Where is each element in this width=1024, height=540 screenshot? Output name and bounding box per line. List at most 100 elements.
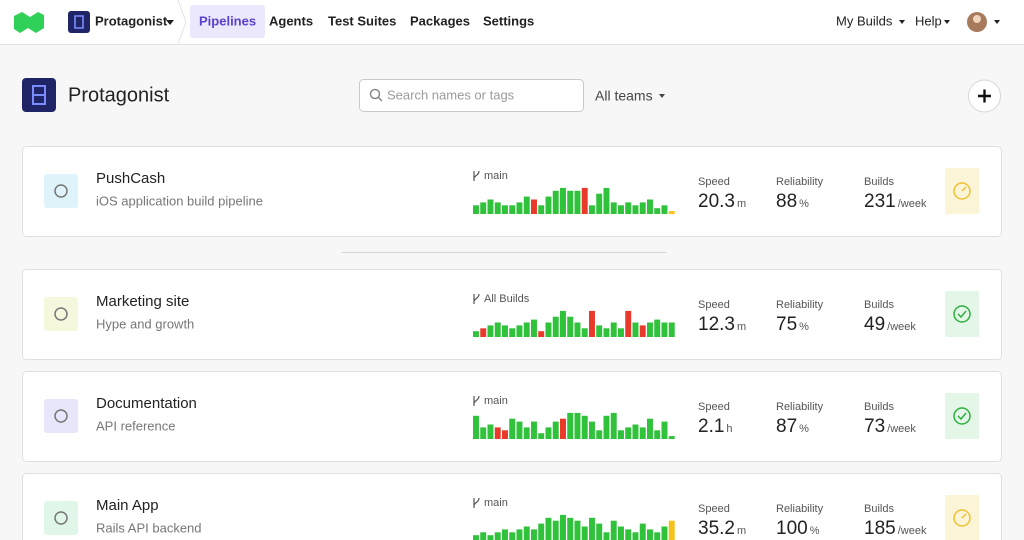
build-bar [545,517,552,540]
caret [899,20,905,24]
build-bar [632,322,639,337]
build-bar [545,322,552,337]
branch-icon [473,170,480,181]
build-bar [502,529,508,540]
build-bar [552,316,559,337]
stat-unit: h [726,423,732,435]
card [22,371,1002,462]
build-bar [639,523,646,540]
caret [944,20,950,24]
stat-unit: m [737,321,746,333]
nav-item[interactable]: Settings [483,13,534,28]
org-name[interactable]: Protagonist [95,13,168,28]
team-filter[interactable]: All teams [595,88,653,104]
build-bar [596,193,603,214]
search-box[interactable] [359,79,584,112]
page-title: Protagonist [68,84,170,106]
pipeline-name[interactable]: Marketing site [96,293,189,310]
stat-label: Reliability [776,299,824,311]
pipeline-description: Hype and growth [96,316,194,331]
pipeline-name[interactable]: Documentation [96,395,197,412]
caret [659,94,665,98]
status-glyph [961,186,967,192]
build-bar [538,433,545,439]
pipeline-name[interactable]: PushCash [96,170,165,187]
nav-item[interactable]: Agents [269,13,313,28]
build-bar [545,196,552,214]
build-bar [668,322,675,337]
build-bar [632,532,639,540]
build-bar [567,190,574,214]
pipeline-name[interactable]: Main App [96,497,159,514]
build-bar [603,187,610,214]
build-bar [560,187,566,214]
stat-value: 20.3 [698,191,735,212]
stat-label: Speed [698,401,730,413]
build-bar [596,325,603,337]
build-bar [661,421,668,439]
build-bar [639,202,646,214]
build-bar [567,517,574,540]
pipeline-card[interactable]: PushCash iOS application build pipeline ma… [22,146,1002,237]
pipeline-card[interactable]: Documentation API reference main Speed 2.1 h R… [22,371,1002,462]
build-bar [487,325,494,337]
nav-item[interactable]: Test Suites [328,13,396,28]
build-bar [610,412,617,439]
nav-right-item[interactable]: My Builds [836,13,893,28]
build-bar [639,325,646,337]
nav-item[interactable]: Pipelines [199,13,256,28]
caret [166,20,174,25]
logo[interactable] [14,12,44,33]
build-bar [639,427,646,439]
nav-item[interactable]: Packages [410,13,470,28]
build-bar [625,202,632,214]
build-bar [618,526,624,540]
build-bar [480,532,487,540]
build-bar [523,196,530,214]
build-bar [625,310,632,337]
build-bar [596,523,603,540]
stat-value: 87 [776,416,797,437]
build-bar [538,523,545,540]
status-badge[interactable] [945,291,979,337]
build-bar [509,532,516,540]
nav-right-item[interactable]: Help [915,13,942,28]
build-bar [647,199,653,214]
stat-label: Builds [864,176,894,188]
build-bar [610,322,617,337]
card [22,146,1002,237]
stat-value: 100 [776,518,808,539]
status-icon [953,182,971,200]
stat-value: 2.1 [698,416,724,437]
build-bar [494,427,501,439]
branch-icon [473,497,480,508]
build-bar [473,331,479,337]
build-bar [668,520,675,540]
branch-icon [473,395,480,406]
build-bar [632,205,639,214]
build-bar [610,202,617,214]
build-bar [610,520,617,540]
card [22,269,1002,360]
status-badge[interactable] [945,393,979,439]
branch-label: main [484,497,508,509]
pipeline-card[interactable]: Main App Rails API backend main Speed 35.2 m R… [22,473,1002,540]
stat-value: 73 [864,416,885,437]
branch-label: main [484,395,508,407]
build-bar [632,424,639,439]
pipeline-card[interactable]: Marketing site Hype and growth All Builds S… [22,269,1002,360]
build-bar [581,187,588,214]
stat-label: Speed [698,176,730,188]
build-bar [516,529,523,540]
org-logo-glyph [32,85,46,105]
build-bar [480,427,487,439]
stat-unit: /week [887,423,916,435]
build-bar [473,535,479,540]
stat-unit: m [737,525,746,537]
branch-icon [473,293,480,304]
build-bar [567,412,574,439]
stat-value: 49 [864,314,885,335]
build-bar [531,319,537,337]
